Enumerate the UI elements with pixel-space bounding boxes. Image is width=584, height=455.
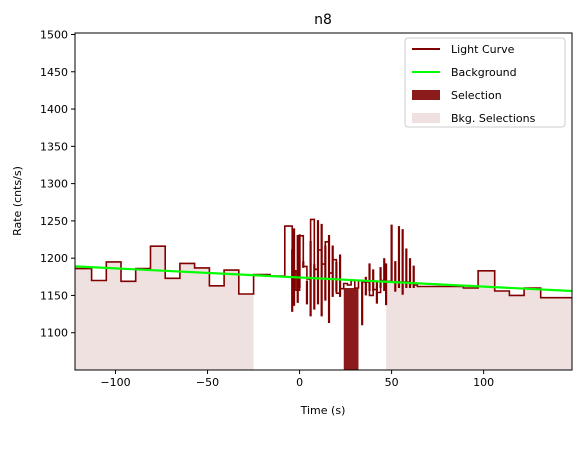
x-axis-label: Time (s) [300,404,346,417]
bkg-selection-region [386,270,572,370]
background-layer [75,265,572,293]
x-axis-ticks: −100 −50 0 50 100 [100,370,494,389]
legend-label: Light Curve [451,43,515,56]
y-tick-label: 1150 [40,289,68,302]
legend-label: Bkg. Selections [451,112,536,125]
legend-swatch [412,113,440,123]
y-tick-label: 1300 [40,178,68,191]
chart-title: n8 [314,12,332,28]
x-tick-label: 100 [473,376,494,389]
axes-frame [74,32,573,371]
y-tick-label: 1400 [40,103,68,116]
y-tick-label: 1450 [40,66,68,79]
x-tick-label: −100 [100,376,130,389]
legend-swatch [412,90,440,100]
x-tick-label: −50 [196,376,219,389]
legend: Light Curve Background Selection Bkg. Selec… [404,37,566,128]
y-tick-label: 1250 [40,215,68,228]
selection-layer [343,287,359,370]
y-tick-label: 1200 [40,252,68,265]
y-tick-label: 1500 [40,28,68,41]
legend-label: Background [451,66,517,79]
x-tick-label: 50 [385,376,399,389]
y-tick-label: 1100 [40,327,68,340]
y-tick-label: 1350 [40,140,68,153]
x-tick-label: 0 [296,376,303,389]
plot-area [75,218,572,370]
y-axis-label: Rate (cnts/s) [11,166,24,236]
selection-region [343,287,359,370]
y-axis-ticks: 1100 1150 1200 1250 1300 1350 1400 1450 1500 [40,28,75,340]
background-line [75,265,572,293]
legend-label: Selection [451,89,502,102]
legend-box [404,37,566,128]
